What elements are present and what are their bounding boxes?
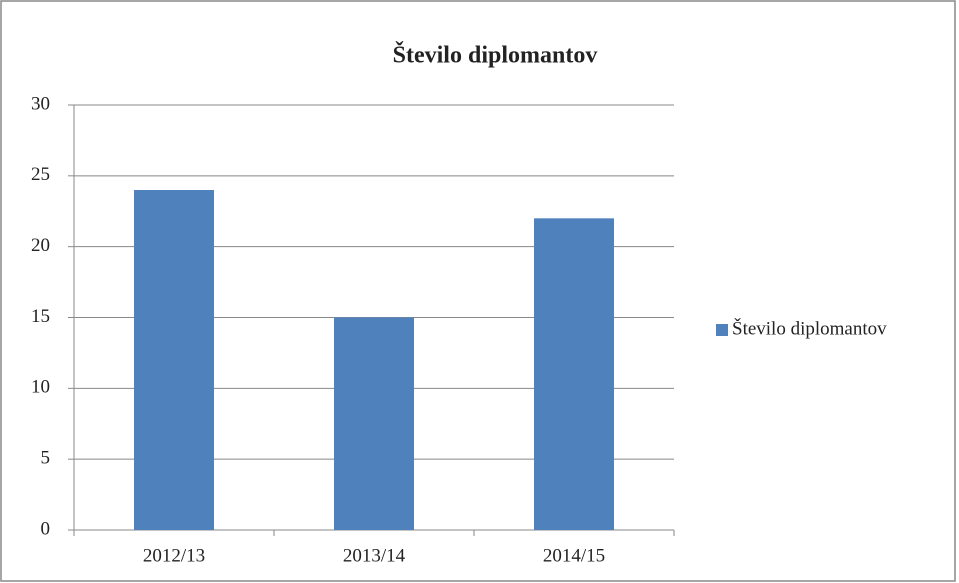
bar [334, 317, 414, 530]
chart-title: Število diplomantov [393, 42, 598, 69]
y-tick-label: 0 [41, 518, 51, 539]
legend-swatch [716, 324, 728, 336]
bar [534, 218, 614, 531]
y-tick-label: 15 [31, 306, 50, 327]
x-tick-label: 2012/13 [143, 545, 205, 566]
legend-label: Število diplomantov [732, 317, 887, 339]
bar [134, 190, 214, 530]
x-tick-label: 2013/14 [343, 545, 406, 566]
y-tick-label: 5 [41, 448, 51, 469]
y-tick-label: 10 [31, 377, 50, 398]
x-tick-label: 2014/15 [543, 545, 605, 566]
y-tick-label: 20 [31, 235, 50, 256]
y-tick-label: 30 [31, 93, 50, 114]
y-tick-label: 25 [31, 164, 50, 185]
